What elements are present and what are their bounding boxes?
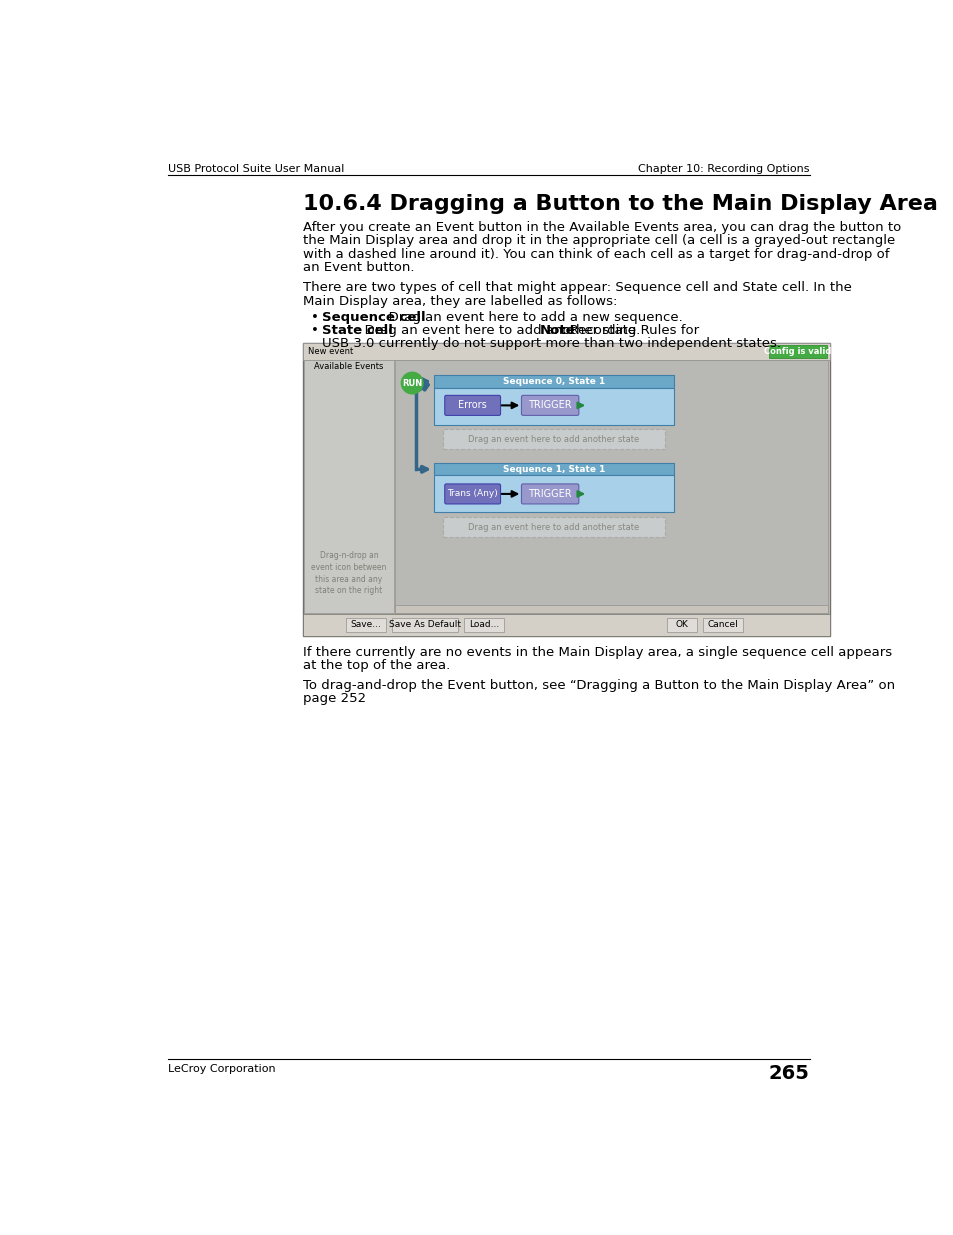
Text: OK: OK (675, 620, 688, 630)
FancyBboxPatch shape (521, 484, 578, 504)
Bar (769, 346, 826, 358)
Text: Config is valid: Config is valid (763, 347, 831, 356)
Text: USB 3.0 currently do not support more than two independent states.: USB 3.0 currently do not support more th… (321, 337, 780, 350)
Bar (666, 618, 696, 632)
Text: Drag an event here to add another state: Drag an event here to add another state (468, 522, 639, 531)
Bar (434, 475, 674, 513)
Text: : Recording Rules for: : Recording Rules for (560, 324, 699, 337)
Bar (392, 618, 457, 632)
Text: Main Display area, they are labelled as follows:: Main Display area, they are labelled as … (303, 294, 617, 308)
Text: the Main Display area and drop it in the appropriate cell (a cell is a grayed-ou: the Main Display area and drop it in the… (303, 235, 894, 247)
Text: To drag-and-drop the Event button, see “Dragging a Button to the Main Display Ar: To drag-and-drop the Event button, see “… (303, 679, 894, 692)
Text: If there currently are no events in the Main Display area, a single sequence cel: If there currently are no events in the … (303, 646, 891, 659)
Text: There are two types of cell that might appear: Sequence cell and State cell. In : There are two types of cell that might a… (303, 282, 851, 294)
Text: 10.6.4 Dragging a Button to the Main Display Area: 10.6.4 Dragging a Button to the Main Dis… (303, 194, 937, 215)
Text: Trans (Any): Trans (Any) (447, 489, 497, 499)
Text: an Event button.: an Event button. (303, 261, 414, 274)
Text: USB Protocol Suite User Manual: USB Protocol Suite User Manual (168, 163, 344, 174)
Text: TRIGGER: TRIGGER (528, 489, 572, 499)
Text: Available Events: Available Events (314, 362, 383, 372)
Text: 265: 265 (768, 1063, 809, 1083)
Text: RUN: RUN (401, 379, 422, 388)
Text: at the top of the area.: at the top of the area. (303, 659, 450, 673)
Bar (303, 343, 829, 636)
Text: : Drag an event here to add another state.: : Drag an event here to add another stat… (355, 324, 643, 337)
Text: page 252: page 252 (303, 692, 366, 705)
Text: Cancel: Cancel (707, 620, 738, 630)
Bar (395, 605, 827, 613)
Text: Drag-n-drop an
event icon between
this area and any
state on the right: Drag-n-drop an event icon between this a… (311, 551, 386, 595)
Text: TRIGGER: TRIGGER (528, 400, 572, 410)
Text: New event: New event (307, 347, 353, 356)
Text: Note: Note (538, 324, 575, 337)
Bar (702, 618, 742, 632)
Text: LeCroy Corporation: LeCroy Corporation (168, 1063, 275, 1073)
Text: Sequence 0, State 1: Sequence 0, State 1 (502, 377, 604, 387)
Text: Chapter 10: Recording Options: Chapter 10: Recording Options (638, 163, 809, 174)
Text: •: • (311, 324, 319, 337)
Bar (303, 343, 829, 359)
Text: Load...: Load... (469, 620, 498, 630)
FancyBboxPatch shape (521, 395, 578, 415)
Text: Save As Default: Save As Default (389, 620, 460, 630)
FancyBboxPatch shape (444, 484, 500, 504)
Text: with a dashed line around it). You can think of each cell as a target for drag-a: with a dashed line around it). You can t… (303, 247, 888, 261)
Text: : Drag an event here to add a new sequence.: : Drag an event here to add a new sequen… (380, 311, 682, 324)
Text: Drag an event here to add another state: Drag an event here to add another state (468, 435, 639, 443)
Text: State cell: State cell (321, 324, 392, 337)
Bar (443, 517, 664, 537)
Text: Save...: Save... (350, 620, 381, 630)
Bar (434, 463, 674, 475)
Bar (303, 614, 829, 636)
Bar (434, 388, 674, 425)
FancyBboxPatch shape (444, 395, 500, 415)
Circle shape (401, 372, 422, 394)
Text: After you create an Event button in the Available Events area, you can drag the : After you create an Event button in the … (303, 221, 901, 235)
Bar (304, 359, 394, 613)
Text: Errors: Errors (457, 400, 487, 410)
Text: Sequence cell: Sequence cell (321, 311, 425, 324)
Bar (434, 375, 674, 388)
Text: •: • (311, 311, 319, 324)
Bar (395, 359, 827, 613)
Bar (345, 618, 385, 632)
Bar (443, 430, 664, 450)
Text: Sequence 1, State 1: Sequence 1, State 1 (502, 464, 604, 474)
Bar (464, 618, 504, 632)
